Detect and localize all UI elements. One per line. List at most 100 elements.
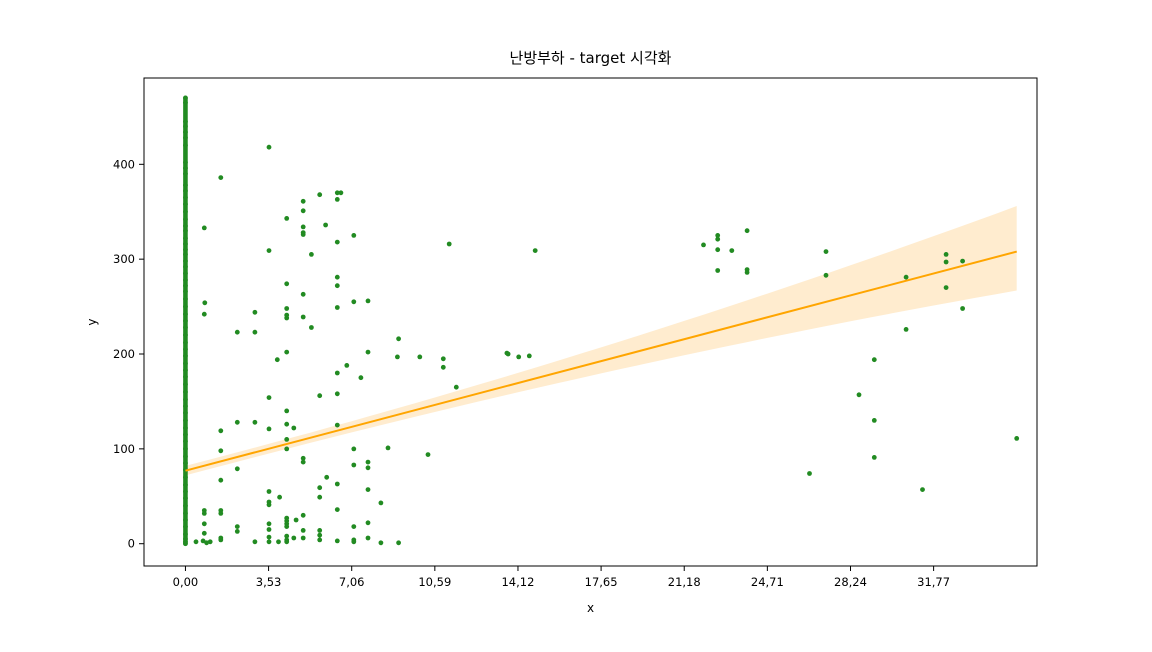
data-point <box>526 353 532 359</box>
data-point <box>218 175 224 181</box>
data-point <box>334 190 340 196</box>
data-point <box>300 232 306 237</box>
data-point <box>395 354 400 360</box>
data-point <box>715 236 721 242</box>
data-point <box>516 354 522 360</box>
data-point <box>317 537 323 543</box>
data-point <box>334 481 340 487</box>
data-point <box>252 539 258 545</box>
data-point <box>920 487 925 492</box>
data-point <box>266 395 272 400</box>
data-point <box>309 325 314 330</box>
data-point <box>234 466 240 472</box>
data-point <box>344 363 350 368</box>
x-tick-label: 14,12 <box>501 575 534 589</box>
data-point <box>284 306 290 311</box>
data-point <box>365 459 371 465</box>
data-point <box>266 144 272 150</box>
x-axis-label: x <box>587 601 594 615</box>
data-point <box>201 521 207 527</box>
data-point <box>324 474 330 480</box>
data-point <box>960 306 965 311</box>
data-point <box>823 249 829 255</box>
data-point <box>204 540 210 546</box>
data-point <box>334 391 340 397</box>
data-point <box>334 239 340 245</box>
data-point <box>291 425 297 431</box>
data-point <box>201 225 207 231</box>
data-point <box>274 357 280 363</box>
data-point <box>440 356 446 362</box>
data-point <box>317 528 323 533</box>
x-tick-label: 7,06 <box>339 575 365 589</box>
y-tick-label: 300 <box>113 252 135 266</box>
data-point <box>385 445 391 451</box>
data-point <box>218 477 224 483</box>
y-tick-label: 400 <box>113 157 135 171</box>
data-point <box>234 524 240 529</box>
data-point <box>201 311 207 317</box>
data-point <box>300 459 306 465</box>
x-tick-label: 21,18 <box>668 575 701 589</box>
data-point <box>396 540 401 546</box>
regression-line <box>185 250 1018 472</box>
data-point <box>351 539 357 545</box>
data-point <box>871 455 877 460</box>
data-point <box>284 446 290 452</box>
data-point <box>266 426 272 432</box>
data-point <box>334 283 340 289</box>
data-point <box>903 327 909 332</box>
data-point <box>334 197 340 202</box>
x-tick-label: 3,53 <box>256 575 282 589</box>
data-point <box>729 248 735 254</box>
data-point <box>300 224 306 230</box>
data-point <box>396 336 401 342</box>
data-point <box>252 309 258 315</box>
data-point <box>201 511 207 516</box>
data-point <box>943 259 949 265</box>
y-tick-label: 0 <box>128 537 135 551</box>
data-point <box>252 329 258 335</box>
plot-frame <box>143 77 1038 567</box>
chart-title: 난방부하 - target 시각화 <box>510 49 672 67</box>
data-point <box>744 228 750 234</box>
data-point <box>201 530 207 536</box>
data-point <box>317 532 323 538</box>
data-point <box>715 247 721 253</box>
data-point <box>365 487 371 492</box>
data-point <box>365 298 371 304</box>
data-point <box>266 534 272 540</box>
data-point <box>276 539 281 545</box>
data-point <box>317 494 323 500</box>
data-point <box>218 511 224 516</box>
data-point <box>338 190 344 196</box>
data-point <box>351 462 357 468</box>
data-point <box>823 272 829 278</box>
data-point <box>943 285 949 290</box>
data-point <box>505 351 511 357</box>
data-point <box>284 349 290 355</box>
x-tick-label: 31,77 <box>917 575 950 589</box>
data-point <box>351 446 357 452</box>
data-point <box>1014 436 1020 441</box>
data-point <box>300 291 306 297</box>
data-point <box>871 418 877 423</box>
x-tick-label: 0,00 <box>173 575 199 589</box>
data-point <box>943 252 949 257</box>
data-point <box>300 455 306 461</box>
x-tick-label: 28,24 <box>834 575 867 589</box>
data-point <box>365 349 371 355</box>
data-point <box>807 471 812 476</box>
data-point <box>266 248 272 254</box>
data-point <box>284 539 290 545</box>
data-point <box>234 419 240 425</box>
data-point <box>440 364 446 370</box>
data-point <box>284 437 290 442</box>
data-point <box>378 540 384 546</box>
data-point <box>202 300 208 306</box>
data-point <box>351 233 357 238</box>
data-point <box>266 521 272 527</box>
data-point <box>351 524 357 529</box>
